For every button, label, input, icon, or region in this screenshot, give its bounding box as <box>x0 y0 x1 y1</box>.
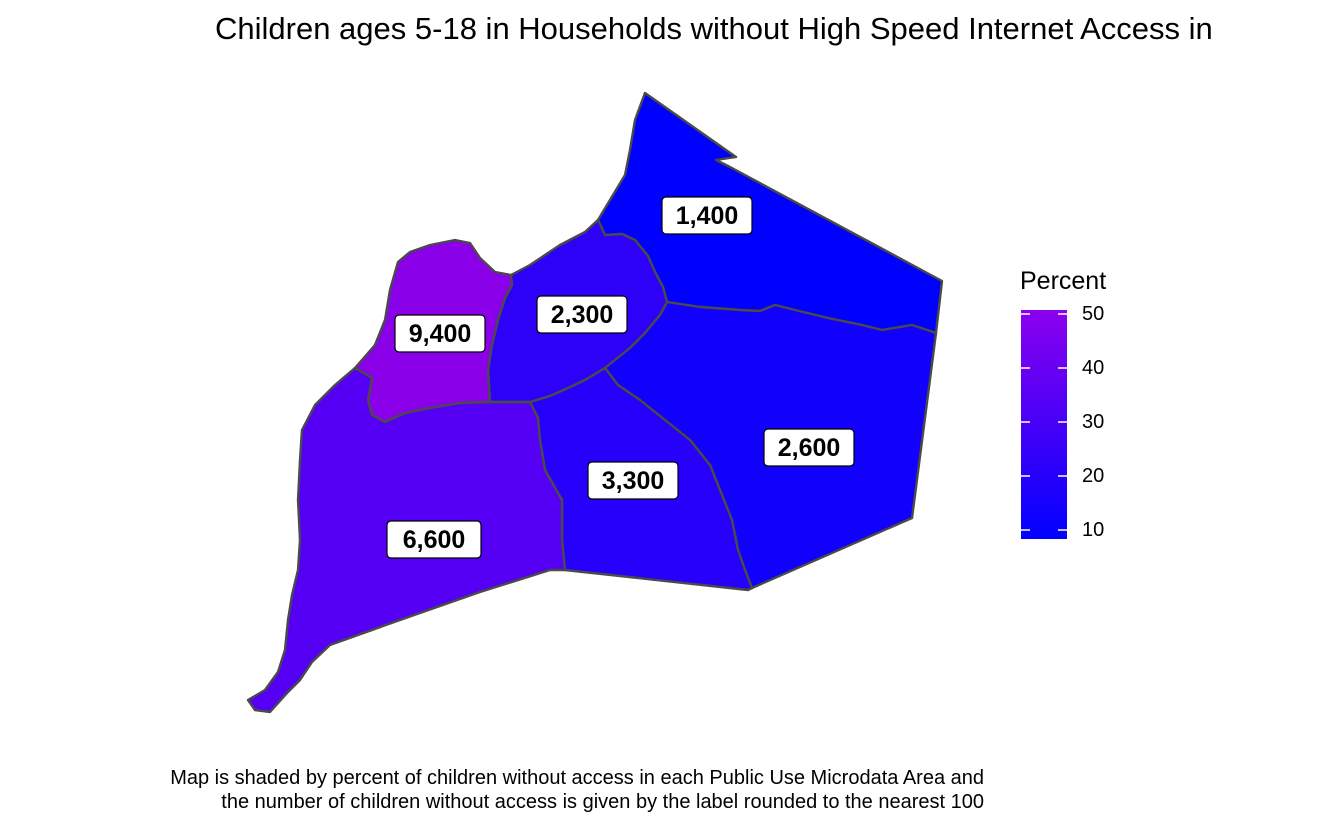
region-label-text: 3,300 <box>602 467 665 495</box>
caption-line: the number of children without access is… <box>221 791 984 813</box>
legend-tick-label: 50 <box>1082 303 1105 325</box>
region-label-text: 2,300 <box>551 301 614 329</box>
caption-line: Map is shaded by percent of children wit… <box>170 767 984 789</box>
map-title: Children ages 5-18 in Households without… <box>215 11 1213 46</box>
legend-tick-label: 40 <box>1082 357 1105 379</box>
region-label-southwest: 6,600 <box>386 520 482 559</box>
region-label-text: 1,400 <box>676 202 739 230</box>
region-label-southeast: 2,600 <box>763 428 855 467</box>
region-label-northeast: 1,400 <box>661 196 753 235</box>
region-label-text: 6,600 <box>403 526 466 554</box>
region-label-center-north: 2,300 <box>536 295 628 334</box>
legend-tick-label: 10 <box>1082 519 1105 541</box>
legend-colorbar <box>1021 310 1067 539</box>
map-caption: Map is shaded by percent of children wit… <box>0 766 984 814</box>
region-label-text: 2,600 <box>778 434 841 462</box>
legend-tick-label: 20 <box>1082 465 1105 487</box>
legend-tick-label: 30 <box>1082 411 1105 433</box>
legend-title: Percent <box>1020 267 1107 295</box>
region-label-south-center: 3,300 <box>587 461 679 500</box>
region-label-northwest: 9,400 <box>394 314 486 353</box>
region-label-text: 9,400 <box>409 320 472 348</box>
